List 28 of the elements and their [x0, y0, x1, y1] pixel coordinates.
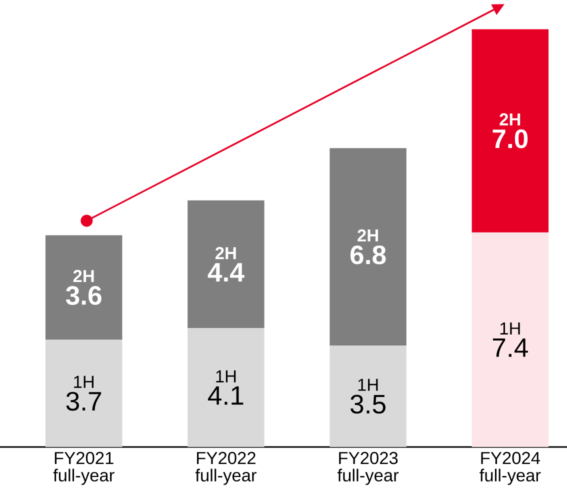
data-label: 4.4 — [208, 263, 244, 282]
bar — [188, 200, 264, 328]
series-label: 1H — [500, 322, 520, 334]
series-label: 2H — [358, 229, 378, 242]
data-label: 3.7 — [66, 392, 102, 411]
bar — [330, 345, 406, 447]
data-label: 3.6 — [66, 286, 102, 305]
bar — [45, 235, 122, 340]
x-tick-label: FY2021 full-year — [53, 452, 114, 485]
x-tick-label: FY2024 full-year — [480, 452, 541, 485]
x-tick-label: FY2022 full-year — [195, 452, 256, 485]
data-label: 7.0 — [492, 129, 528, 148]
text: 1H — [358, 378, 378, 391]
data-label: 3.5 — [350, 394, 386, 414]
text: 2H — [215, 247, 236, 260]
text: 2H — [500, 113, 520, 126]
data-label: 4.1 — [208, 386, 244, 405]
text: 2H — [73, 270, 94, 282]
bar — [45, 340, 122, 447]
bar — [472, 232, 549, 447]
data-label: 6.8 — [350, 245, 386, 264]
bar — [472, 29, 549, 232]
x-tick-label: FY2023 full-year — [337, 452, 399, 485]
bar — [188, 328, 264, 447]
text: 1H — [74, 376, 94, 388]
text: 1H — [216, 370, 236, 382]
data-label: 7.4 — [492, 338, 528, 357]
bar — [330, 148, 406, 346]
